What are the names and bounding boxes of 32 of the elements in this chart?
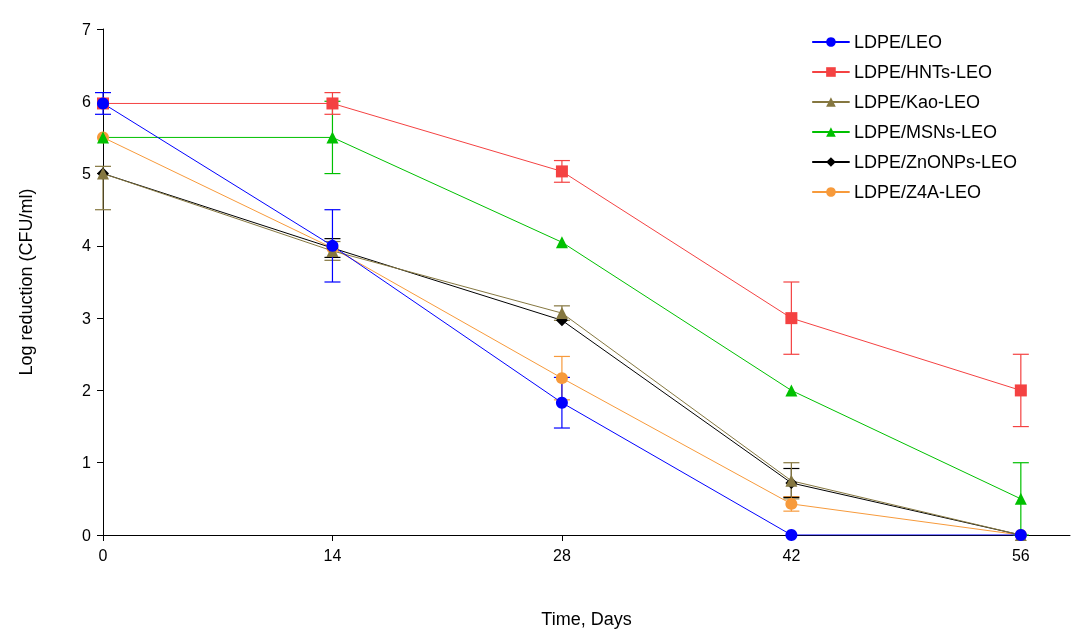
y-tick-label: 1 bbox=[82, 454, 92, 472]
point bbox=[785, 312, 798, 325]
y-axis-title: Log reduction (CFU/ml) bbox=[16, 188, 36, 376]
point bbox=[785, 529, 798, 541]
point bbox=[555, 236, 568, 249]
point bbox=[1014, 384, 1027, 397]
x-tick-label: 0 bbox=[98, 546, 108, 564]
legend-label: LDPE/MSNs-LEO bbox=[853, 122, 997, 142]
point bbox=[1014, 492, 1027, 505]
y-tick-label: 3 bbox=[82, 309, 92, 327]
y-tick-label: 6 bbox=[82, 92, 92, 110]
point bbox=[326, 131, 339, 144]
legend-label: LDPE/Z4A-LEO bbox=[853, 182, 981, 202]
y-tick-label: 2 bbox=[82, 381, 92, 399]
point bbox=[326, 97, 339, 110]
legend-label: LDPE/ZnONPs-LEO bbox=[853, 152, 1017, 172]
point bbox=[555, 165, 568, 178]
y-tick-label: 5 bbox=[82, 165, 92, 183]
x-axis-title: Time, Days bbox=[541, 609, 632, 629]
point bbox=[555, 372, 568, 385]
point bbox=[555, 396, 568, 409]
y-tick-label: 0 bbox=[82, 526, 92, 544]
x-tick-label: 42 bbox=[782, 546, 801, 564]
y-tick-label: 7 bbox=[82, 20, 92, 38]
legend-label: LDPE/LEO bbox=[853, 32, 942, 52]
x-tick-label: 14 bbox=[323, 546, 342, 564]
x-tick-label: 56 bbox=[1011, 546, 1030, 564]
y-tick-label: 4 bbox=[82, 237, 92, 255]
x-tick-label: 28 bbox=[553, 546, 571, 564]
legend-label: LDPE/HNTs-LEO bbox=[853, 62, 992, 82]
point bbox=[785, 384, 798, 397]
legend-label: LDPE/Kao-LEO bbox=[853, 92, 981, 112]
